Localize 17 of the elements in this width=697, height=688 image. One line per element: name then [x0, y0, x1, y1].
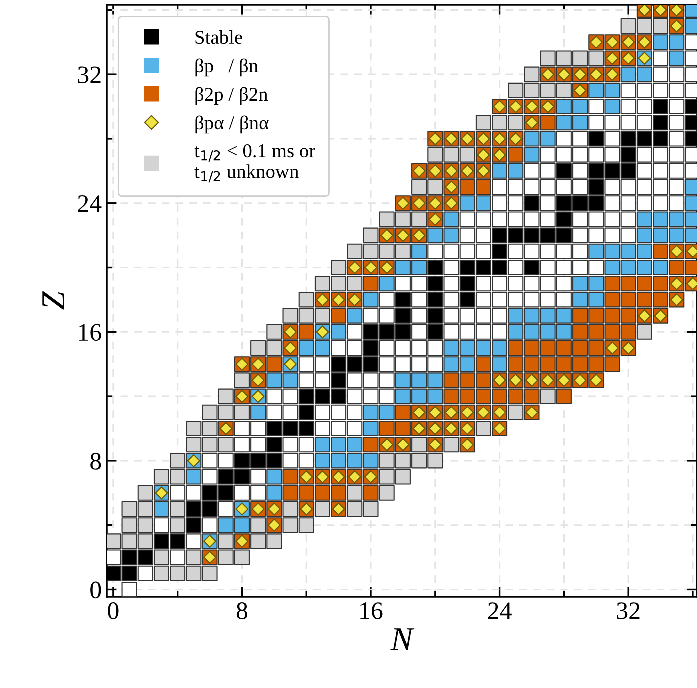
text: t$_{1/2}$ < 0.1 ms or t$_{1/2}$ unknown [194, 144, 316, 183]
y-tick-label: 16 [79, 324, 102, 342]
y-tick-label: 0 [90, 582, 102, 599]
y-tick-label: 24 [78, 195, 102, 212]
y-tick-label: 8 [90, 452, 102, 470]
legend-label: β2p / β2n [196, 87, 268, 106]
x-tick-label: 24 [488, 602, 512, 620]
x-axis-title: N [390, 628, 415, 650]
legend-label: βpα / βnα [196, 116, 269, 134]
legend-label: βp / βn [196, 58, 258, 77]
x-tick-label: 32 [617, 602, 640, 620]
legend-label: Stable [196, 30, 242, 44]
x-tick-label: 16 [360, 602, 383, 620]
x-tick-label: 8 [236, 602, 248, 620]
y-axis-title: Z [42, 291, 64, 310]
y-tick-label: 32 [78, 66, 101, 84]
x-tick-label: 0 [108, 602, 119, 620]
